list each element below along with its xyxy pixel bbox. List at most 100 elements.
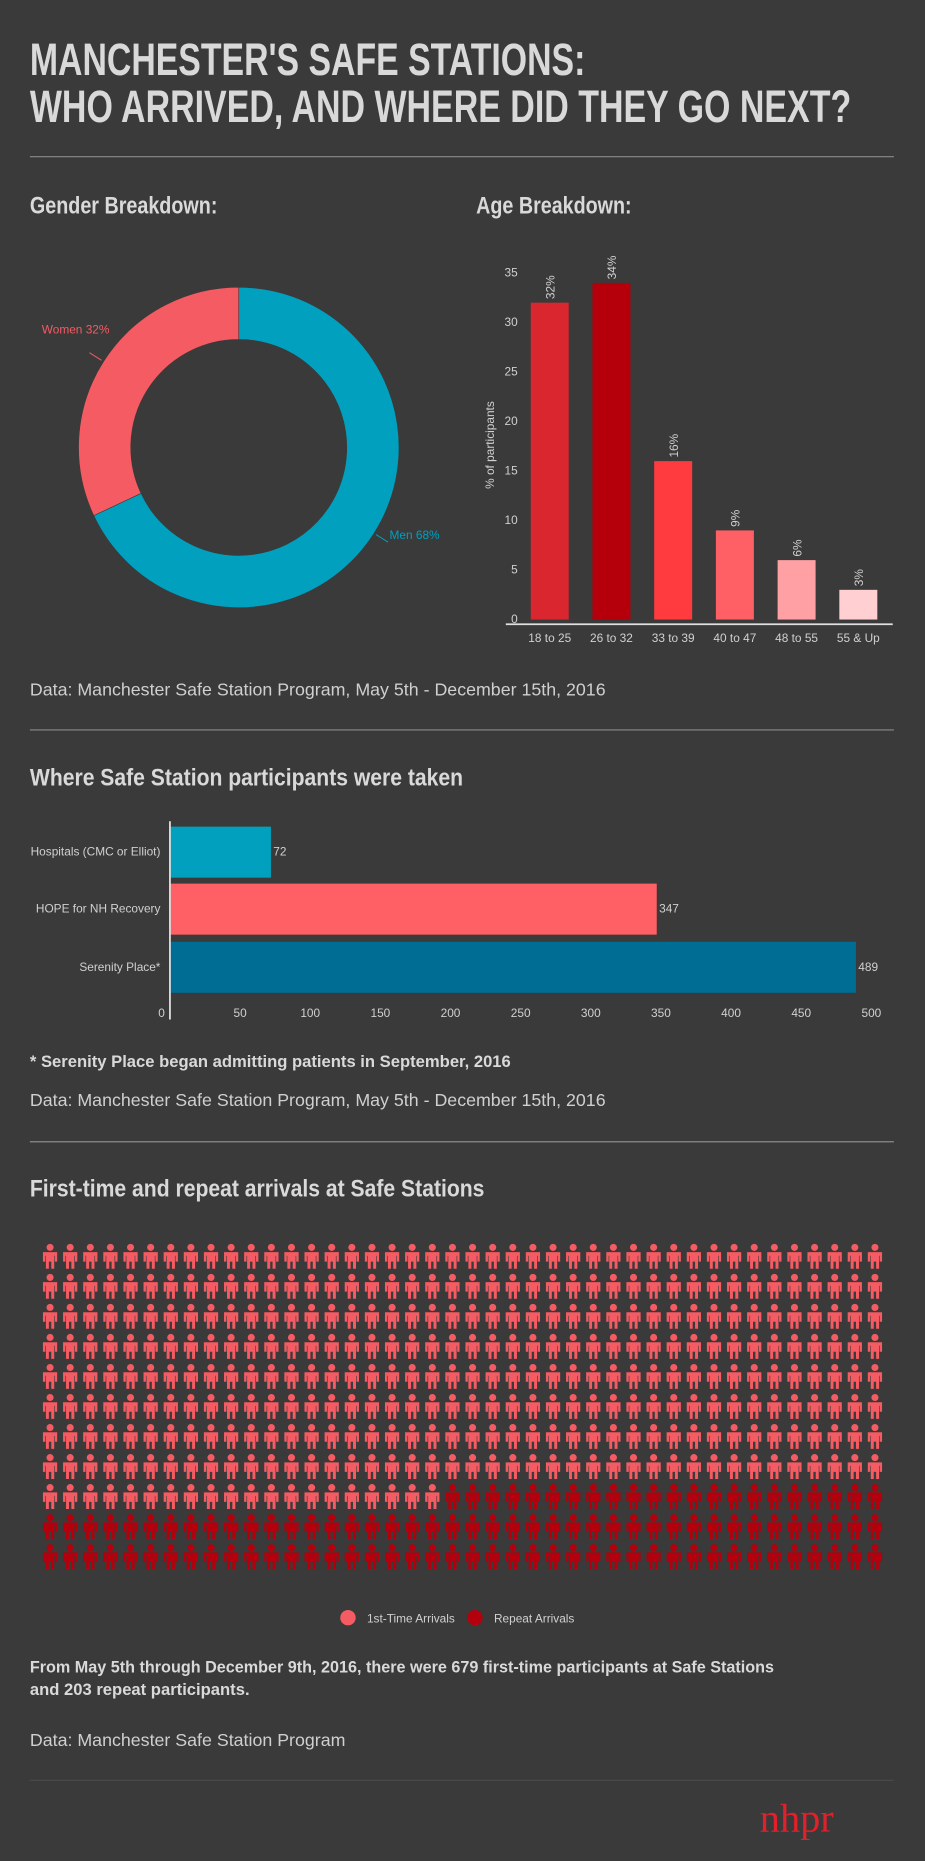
person-icon bbox=[787, 1454, 802, 1479]
person-icon bbox=[686, 1243, 701, 1269]
person-icon bbox=[505, 1363, 520, 1389]
person-icon bbox=[606, 1333, 621, 1359]
person-icon bbox=[867, 1484, 883, 1509]
person-icon bbox=[626, 1454, 641, 1479]
person-icon bbox=[143, 1544, 158, 1570]
person-icon bbox=[143, 1333, 158, 1359]
person-icon bbox=[666, 1484, 681, 1509]
person-icon bbox=[626, 1393, 641, 1419]
person-icon bbox=[425, 1484, 440, 1509]
x-tick-label: 300 bbox=[581, 1006, 601, 1020]
person-icon bbox=[405, 1514, 420, 1540]
person-icon bbox=[545, 1484, 561, 1509]
category-label: Serenity Place* bbox=[79, 960, 160, 974]
person-icon bbox=[384, 1273, 400, 1299]
person-icon bbox=[807, 1544, 822, 1570]
person-icon bbox=[163, 1363, 178, 1389]
person-icon bbox=[827, 1333, 842, 1359]
person-icon bbox=[787, 1303, 802, 1329]
person-icon bbox=[566, 1303, 581, 1329]
person-icon bbox=[525, 1273, 541, 1299]
person-icon bbox=[103, 1333, 118, 1359]
person-icon bbox=[807, 1303, 822, 1329]
person-icon bbox=[465, 1484, 480, 1509]
person-icon bbox=[83, 1484, 98, 1509]
person-icon bbox=[807, 1363, 822, 1389]
person-icon bbox=[807, 1514, 822, 1540]
person-icon bbox=[143, 1303, 158, 1329]
person-icon bbox=[807, 1393, 822, 1419]
bar bbox=[654, 461, 693, 620]
person-icon bbox=[545, 1303, 561, 1329]
person-icon bbox=[284, 1484, 299, 1509]
person-icon bbox=[706, 1273, 722, 1299]
x-tick-label: 40 to 47 bbox=[713, 631, 756, 645]
person-icon bbox=[586, 1454, 601, 1479]
person-icon bbox=[827, 1544, 842, 1570]
person-icon bbox=[405, 1454, 420, 1479]
person-icon bbox=[485, 1544, 500, 1570]
person-icon bbox=[304, 1243, 319, 1269]
person-icon bbox=[787, 1243, 802, 1269]
person-icon bbox=[747, 1484, 762, 1509]
person-icon bbox=[485, 1333, 500, 1359]
person-icon bbox=[384, 1544, 400, 1570]
person-icon bbox=[525, 1243, 541, 1269]
person-icon bbox=[525, 1363, 541, 1389]
person-icon bbox=[787, 1273, 802, 1299]
person-icon bbox=[787, 1544, 802, 1570]
person-icon bbox=[264, 1333, 279, 1359]
person-icon bbox=[123, 1393, 138, 1419]
person-icon bbox=[42, 1393, 58, 1419]
person-icon bbox=[42, 1243, 58, 1269]
person-icon bbox=[747, 1303, 762, 1329]
x-tick-label: 33 to 39 bbox=[652, 631, 695, 645]
person-icon bbox=[425, 1514, 440, 1540]
y-tick-label: 30 bbox=[504, 315, 518, 329]
person-icon bbox=[747, 1544, 762, 1570]
person-icon bbox=[706, 1333, 722, 1359]
data-label: 32% bbox=[543, 275, 557, 299]
person-icon bbox=[545, 1544, 561, 1570]
person-icon bbox=[384, 1484, 400, 1509]
person-icon bbox=[183, 1544, 199, 1570]
person-icon bbox=[103, 1273, 118, 1299]
person-icon bbox=[767, 1243, 782, 1269]
person-icon bbox=[203, 1333, 219, 1359]
person-icon bbox=[344, 1423, 359, 1449]
person-icon bbox=[626, 1363, 641, 1389]
person-icon bbox=[123, 1484, 138, 1509]
person-icon bbox=[566, 1454, 581, 1479]
person-icon bbox=[123, 1243, 138, 1269]
person-icon bbox=[767, 1454, 782, 1479]
person-icon bbox=[364, 1363, 380, 1389]
person-icon bbox=[827, 1273, 842, 1299]
person-icon bbox=[606, 1393, 621, 1419]
person-icon bbox=[264, 1423, 279, 1449]
person-icon bbox=[42, 1484, 58, 1509]
person-icon bbox=[42, 1514, 58, 1540]
person-icon bbox=[807, 1243, 822, 1269]
person-icon bbox=[425, 1243, 440, 1269]
x-tick-label: 55 & Up bbox=[837, 631, 880, 645]
person-icon bbox=[606, 1243, 621, 1269]
person-icon bbox=[545, 1454, 561, 1479]
person-icon bbox=[324, 1303, 339, 1329]
person-icon bbox=[807, 1273, 822, 1299]
y-tick-label: 20 bbox=[504, 414, 518, 428]
x-tick-label: 100 bbox=[300, 1006, 320, 1020]
person-icon bbox=[364, 1484, 380, 1509]
person-icon bbox=[445, 1454, 460, 1479]
person-icon bbox=[767, 1393, 782, 1419]
person-icon bbox=[726, 1363, 742, 1389]
person-icon bbox=[63, 1544, 78, 1570]
person-icon bbox=[646, 1514, 661, 1540]
person-icon bbox=[686, 1363, 701, 1389]
person-icon bbox=[224, 1273, 239, 1299]
person-icon bbox=[123, 1363, 138, 1389]
person-icon bbox=[686, 1454, 701, 1479]
person-icon bbox=[445, 1273, 460, 1299]
person-icon bbox=[566, 1333, 581, 1359]
person-icon bbox=[505, 1273, 520, 1299]
